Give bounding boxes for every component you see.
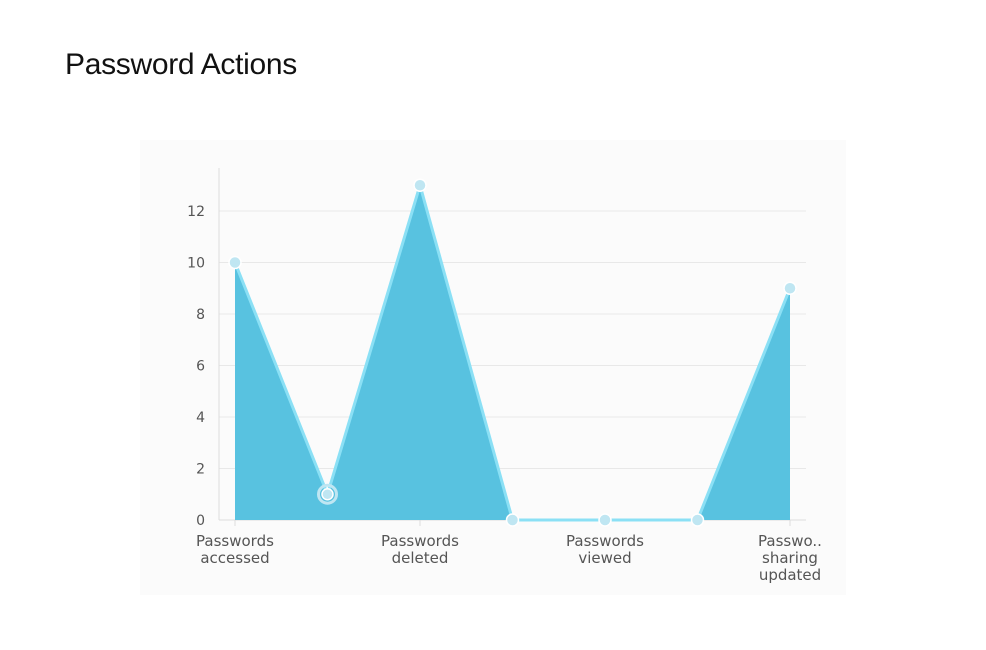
x-category-label: Passwords <box>381 532 459 550</box>
series-line <box>233 183 792 522</box>
area-fill <box>235 185 790 520</box>
data-point-5 <box>690 513 705 527</box>
data-point-1 <box>321 488 334 501</box>
x-category-label: Passwords <box>196 532 274 550</box>
y-tick-label: 2 <box>196 462 205 478</box>
y-tick-label: 12 <box>187 204 205 220</box>
data-point-3 <box>505 513 520 527</box>
y-tick-label: 4 <box>196 410 205 426</box>
x-category-label: Passwo.. <box>758 532 822 550</box>
x-category-label: viewed <box>578 549 631 567</box>
data-point-1-halo <box>317 483 338 505</box>
data-point-0 <box>228 255 242 270</box>
y-tick-label: 10 <box>187 256 205 272</box>
x-category-label: updated <box>759 566 821 584</box>
x-category-label: accessed <box>200 549 269 567</box>
x-category-label: sharing <box>762 549 818 567</box>
y-tick-label: 8 <box>196 307 205 323</box>
y-tick-label: 0 <box>196 513 205 529</box>
x-category-label: Passwords <box>566 532 644 550</box>
x-category-label: deleted <box>392 549 449 567</box>
data-point-6 <box>783 281 797 295</box>
page-title: Password Actions <box>65 48 297 81</box>
data-point-4 <box>598 513 612 527</box>
y-tick-label: 6 <box>196 359 205 375</box>
data-point-2 <box>413 178 427 192</box>
